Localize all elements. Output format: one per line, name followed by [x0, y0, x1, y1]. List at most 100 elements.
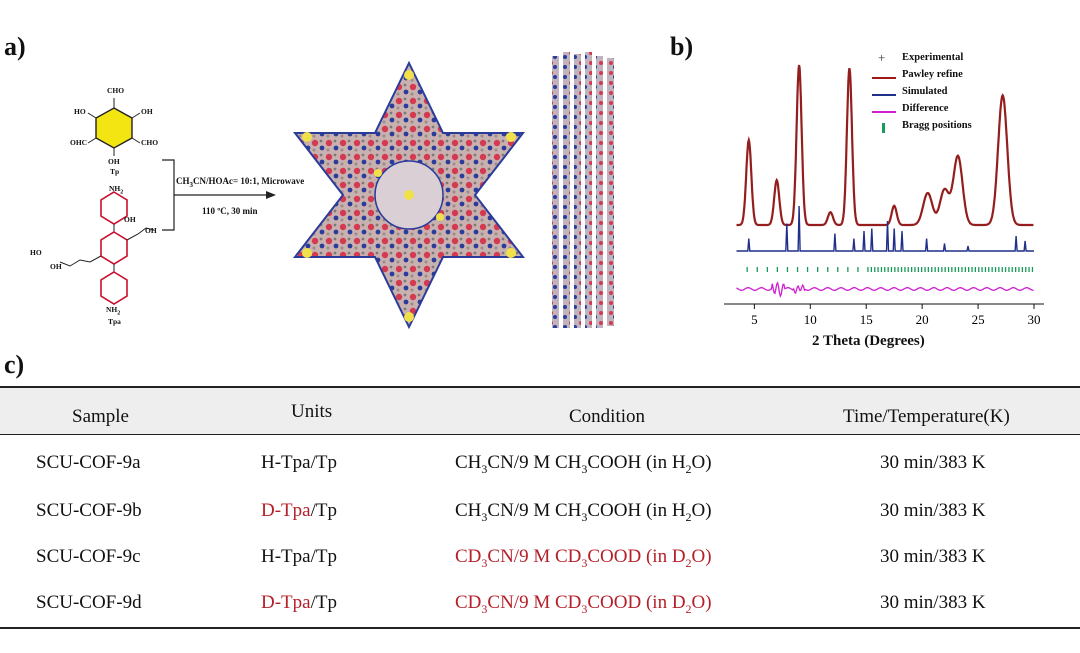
bragg-tick [884, 267, 886, 272]
bragg-tick [874, 267, 876, 272]
bragg-tick [897, 267, 899, 272]
series-difference [736, 281, 1034, 298]
units-tp: /Tp [310, 500, 337, 521]
bragg-tick [934, 267, 936, 272]
tp-name: Tp [110, 167, 120, 176]
tp-structure [87, 98, 141, 156]
legend-item-experimental: + Experimental [878, 50, 964, 65]
tp-ring [95, 107, 133, 149]
bragg-tick [890, 267, 893, 272]
x-tick-label: 30 [1028, 312, 1041, 327]
cell-condition: CD3CN/9 M CD3COOD (in D2O) [455, 546, 712, 570]
bragg-tick [817, 267, 819, 272]
bragg-tick [870, 267, 872, 272]
tp-cho-right: CHO [141, 138, 159, 147]
bragg-tick [766, 267, 768, 272]
cell-time-temperature: 30 min/383 K [880, 500, 986, 521]
x-tick-label: 15 [860, 312, 873, 327]
bragg-tick [1001, 267, 1003, 272]
bragg-tick [968, 267, 970, 272]
bragg-tick [944, 267, 946, 272]
bragg-tick [937, 267, 940, 272]
table-row: SCU-COF-9b D-Tpa/Tp CH3CN/9 M CH3COOH (in … [0, 500, 1080, 530]
bragg-tick [847, 267, 849, 272]
legend-item-bragg: Bragg positions [878, 120, 1058, 137]
bragg-tick [974, 267, 976, 272]
bragg-tick [954, 267, 956, 272]
tp-ohc-left: OHC [70, 138, 88, 147]
cell-time-temperature: 30 min/383 K [880, 546, 986, 567]
tpa-nh2-top: NH2 [109, 184, 124, 196]
bragg-tick [867, 267, 869, 272]
cell-sample: SCU-COF-9d [36, 592, 142, 613]
bragg-tick [806, 267, 809, 272]
reaction-arrow [162, 159, 276, 231]
bragg-tick [894, 267, 896, 272]
bragg-tick [914, 267, 916, 272]
pxrd-chart: 5 10 15 20 25 30 [724, 64, 1044, 327]
bragg-tick [1004, 267, 1007, 272]
bragg-tick [927, 267, 929, 272]
tp-oh-right: OH [141, 107, 153, 116]
bragg-tick [907, 267, 909, 272]
units-tp: /Tp [310, 452, 337, 473]
series-experimental [736, 64, 1034, 226]
tpa-structure [59, 191, 155, 305]
units-tpa: H-Tpa [261, 452, 311, 473]
bragg-tick [931, 267, 933, 272]
legend-item-pawley: Pawley refine [872, 69, 1058, 86]
bragg-tick [994, 267, 997, 272]
cell-units: H-Tpa/Tp [261, 452, 337, 474]
tp-ho-left: HO [74, 107, 86, 116]
tpa-oh-left: OH [50, 262, 62, 271]
bragg-tick [924, 267, 926, 272]
table-row: SCU-COF-9d D-Tpa/Tp CD3CN/9 M CD3COOD (in … [0, 592, 1080, 622]
legend-swatch-difference [872, 111, 896, 113]
bragg-tick [984, 267, 987, 272]
bragg-tick [921, 267, 923, 272]
bragg-tick [857, 267, 859, 272]
bragg-tick [887, 267, 889, 272]
tpa-nh2-bottom: NH2 [106, 305, 121, 317]
legend-item-simulated: Simulated [872, 86, 1058, 103]
header-condition: Condition [569, 406, 646, 427]
x-tick-label: 25 [972, 312, 985, 327]
bragg-tick [988, 267, 990, 272]
series-simulated [736, 205, 1034, 252]
tpa-ring-bottom [100, 271, 128, 305]
bragg-tick [746, 267, 748, 272]
header-time-temperature: Time/Temperature(K) [843, 406, 1010, 427]
bragg-tick [951, 267, 953, 272]
table-row: SCU-COF-9a H-Tpa/Tp CH3CN/9 M CH3COOH (in … [0, 452, 1080, 482]
bragg-tick [947, 267, 950, 272]
bragg-tick [971, 267, 973, 272]
tpa-oh-top-right: OH [124, 215, 136, 224]
bragg-tick [776, 267, 778, 272]
header-sample: Sample [72, 406, 129, 427]
reaction-condition-1: CH3CN/HOAc= 10:1, Microwave [176, 176, 305, 189]
cof-stacking-structure [552, 52, 614, 328]
legend-item-difference: Difference [872, 103, 1058, 120]
cell-sample: SCU-COF-9c [36, 546, 141, 567]
bragg-tick [957, 267, 960, 272]
cell-condition: CH3CN/9 M CH3COOH (in H2O) [455, 500, 712, 524]
bragg-tick [1018, 267, 1020, 272]
cell-condition: CH3CN/9 M CH3COOH (in H2O) [455, 452, 712, 476]
units-tp: /Tp [310, 546, 337, 567]
panel-a-label: a) [4, 32, 26, 61]
units-tpa: H-Tpa [261, 546, 311, 567]
bragg-tick [1011, 267, 1013, 272]
x-tick-label: 10 [804, 312, 817, 327]
bragg-tick [1031, 267, 1034, 272]
legend-plus-icon: + [878, 50, 886, 65]
cell-units: H-Tpa/Tp [261, 546, 337, 568]
bragg-tick [827, 267, 829, 272]
bragg-tick [917, 267, 919, 272]
table-top-rule [0, 386, 1080, 388]
bragg-tick [786, 267, 789, 272]
bragg-tick [961, 267, 963, 272]
bragg-tick [837, 267, 839, 272]
legend-swatch-pawley [872, 77, 896, 79]
bragg-tick [900, 267, 903, 272]
bragg-tick [941, 267, 943, 272]
